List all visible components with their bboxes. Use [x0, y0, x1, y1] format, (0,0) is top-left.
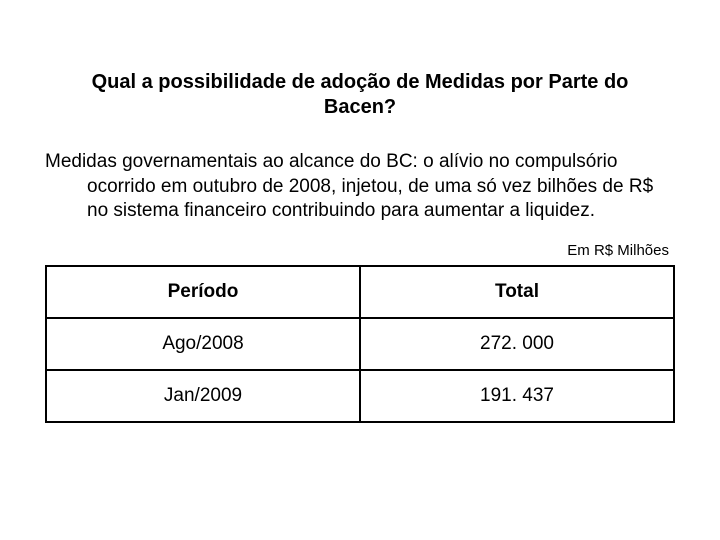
table-cell: Jan/2009 — [46, 370, 360, 422]
table-cell: 272. 000 — [360, 318, 674, 370]
table-header-row: Período Total — [46, 266, 674, 318]
slide: Qual a possibilidade de adoção de Medida… — [0, 0, 720, 540]
slide-title: Qual a possibilidade de adoção de Medida… — [80, 70, 640, 120]
table-header-cell: Total — [360, 266, 674, 318]
body-text: Medidas governamentais ao alcance do BC:… — [45, 150, 675, 224]
table-cell: Ago/2008 — [46, 318, 360, 370]
table-row: Ago/2008 272. 000 — [46, 318, 674, 370]
table-header-cell: Período — [46, 266, 360, 318]
data-table: Período Total Ago/2008 272. 000 Jan/2009… — [45, 265, 675, 423]
table-cell: 191. 437 — [360, 370, 674, 422]
unit-label: Em R$ Milhões — [45, 242, 669, 259]
table-row: Jan/2009 191. 437 — [46, 370, 674, 422]
body-paragraph: Medidas governamentais ao alcance do BC:… — [45, 150, 675, 224]
